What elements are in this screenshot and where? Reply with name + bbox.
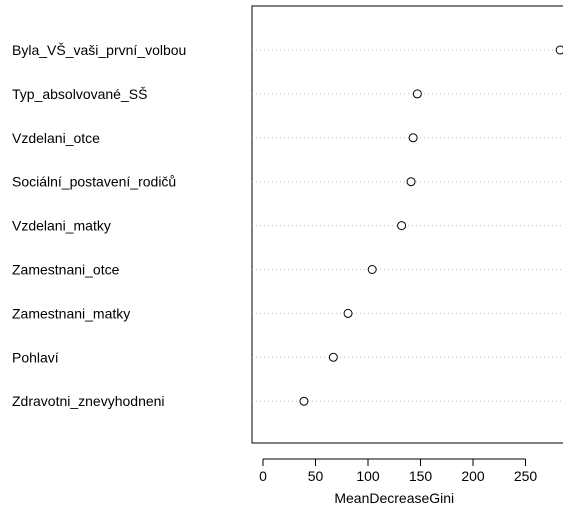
category-label: Zamestnani_otce <box>12 262 120 278</box>
x-tick-label: 50 <box>308 468 324 484</box>
x-axis: 0 50 100 150 200 250 <box>259 458 538 484</box>
x-tick-label: 150 <box>409 468 433 484</box>
data-points <box>299 45 563 406</box>
category-label: Typ_absolvované_SŠ <box>12 86 147 102</box>
x-tick-label: 0 <box>259 468 267 484</box>
x-axis-label: MeanDecreaseGini <box>334 490 454 506</box>
data-point <box>397 221 407 231</box>
category-label: Pohlaví <box>12 349 59 365</box>
plot-frame <box>251 5 563 444</box>
category-labels: Byla_VŠ_vaši_první_volbou Typ_absolvované… <box>12 42 186 409</box>
x-tick-label: 250 <box>514 468 538 484</box>
category-label: Byla_VŠ_vaši_první_volbou <box>12 42 186 58</box>
category-label: Zdravotni_znevyhodneni <box>12 393 165 409</box>
category-label: Vzdelani_otce <box>12 130 100 146</box>
x-tick-label: 200 <box>461 468 485 484</box>
x-tick-label: 100 <box>356 468 380 484</box>
data-point <box>299 396 309 406</box>
data-point <box>412 89 422 99</box>
category-label: Zamestnani_matky <box>12 305 130 321</box>
data-point <box>406 177 416 187</box>
category-label: Vzdelani_matky <box>12 218 111 234</box>
data-point <box>408 133 418 143</box>
data-point <box>343 308 353 318</box>
data-point <box>367 265 377 274</box>
grid-lines <box>252 49 563 402</box>
category-label: Sociální_postavení_rodičů <box>12 174 176 190</box>
data-point <box>555 45 563 55</box>
data-point <box>328 352 338 362</box>
